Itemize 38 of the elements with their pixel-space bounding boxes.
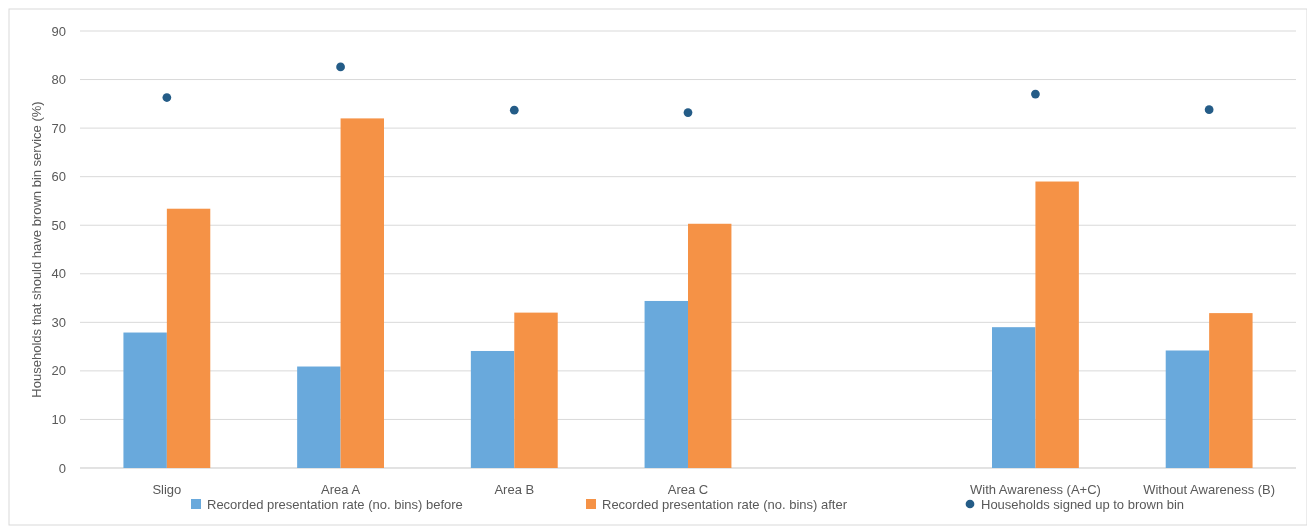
point [1031,89,1040,99]
x-tick-label: Without Awareness (B) [1143,482,1276,497]
y-tick-label: 70 [51,120,66,136]
point [683,108,693,117]
legend-label: Recorded presentation rate (no. bins) before [207,496,463,512]
point [509,105,519,115]
y-tick-label: 40 [51,266,66,282]
bar [644,300,688,468]
x-tick-label: Sligo [152,482,182,497]
y-tick-label: 10 [51,411,66,427]
y-tick-label: 30 [51,314,66,330]
bar [992,327,1036,468]
y-tick-label: 90 [51,23,66,39]
x-tick-label: Area A [321,482,361,497]
legend-label: Households signed up to brown bin [981,496,1185,512]
y-tick-label: 0 [58,460,66,476]
y-tick-label: 80 [51,72,66,88]
point [162,93,172,102]
bar [1165,350,1210,468]
legend-label: Recorded presentation rate (no. bins) after [602,496,848,512]
y-axis-title: Households that should have brown bin service (%) [29,101,44,398]
bar [123,332,167,468]
x-tick-label: Area B [494,482,535,497]
y-tick-label: 60 [51,169,66,185]
bar [470,350,515,468]
bar [297,366,341,468]
bar [1209,313,1253,468]
bar [340,118,384,468]
bar [688,223,732,468]
point [1204,105,1214,115]
x-tick-label: With Awareness (A+C) [969,482,1101,497]
bar [1035,181,1079,468]
y-tick-label: 50 [51,217,66,233]
x-tick-label: Area C [667,482,709,497]
y-tick-label: 20 [51,363,66,379]
bar [514,312,558,468]
point [336,62,345,72]
bar [166,208,211,468]
